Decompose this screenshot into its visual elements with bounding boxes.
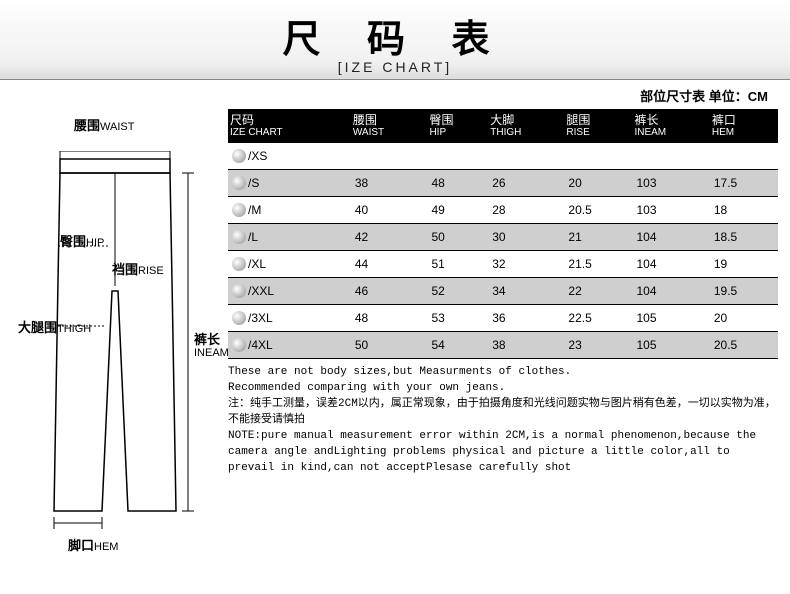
column-header: 大脚THIGH: [488, 109, 564, 143]
value-cell: [710, 143, 778, 170]
value-cell: 105: [632, 332, 709, 359]
value-cell: 22.5: [564, 305, 632, 332]
size-dot-icon: [232, 311, 246, 325]
size-dot-icon: [232, 176, 246, 190]
value-cell: 48: [427, 170, 488, 197]
value-cell: 40: [351, 197, 428, 224]
table-row: /3XL48533622.510520: [228, 305, 778, 332]
value-cell: 42: [351, 224, 428, 251]
note-line: 注：纯手工测量，误差2CM以内，属正常现象，由于拍摄角度和光线问题实物与图片稍有…: [228, 397, 778, 429]
size-dot-icon: [232, 257, 246, 271]
table-row: /XXL4652342210419.5: [228, 278, 778, 305]
table-row: /L4250302110418.5: [228, 224, 778, 251]
pants-diagram: 腰围WAIST 臀围HIP 裆围RISE 大腿围THIGH 裤长INEAM 脚口…: [12, 109, 222, 539]
value-cell: 38: [488, 332, 564, 359]
notes-block: These are not body sizes,but Measurments…: [228, 365, 778, 477]
size-cell: /L: [228, 224, 351, 251]
title-en: [IZE CHART]: [0, 59, 790, 75]
note-line: NOTE:pure manual measurement error withi…: [228, 429, 778, 477]
value-cell: 50: [351, 332, 428, 359]
size-cell: /XL: [228, 251, 351, 278]
value-cell: 20.5: [710, 332, 778, 359]
value-cell: 28: [488, 197, 564, 224]
note-line: These are not body sizes,but Measurments…: [228, 365, 778, 381]
value-cell: 23: [564, 332, 632, 359]
subtitle: 部位尺寸表 单位：CM: [0, 80, 790, 109]
label-inseam: 裤长INEAM: [194, 333, 229, 359]
value-cell: 26: [488, 170, 564, 197]
pants-svg: [40, 151, 200, 531]
size-dot-icon: [232, 203, 246, 217]
value-cell: 103: [632, 170, 709, 197]
size-dot-icon: [232, 284, 246, 298]
size-cell: /XS: [228, 143, 351, 170]
column-header: 裤长INEAM: [632, 109, 709, 143]
value-cell: 20: [710, 305, 778, 332]
page-header: 尺 码 表 [IZE CHART]: [0, 0, 790, 80]
value-cell: 52: [427, 278, 488, 305]
value-cell: 104: [632, 251, 709, 278]
size-cell: /3XL: [228, 305, 351, 332]
value-cell: 50: [427, 224, 488, 251]
label-hip: 臀围HIP: [60, 235, 104, 249]
size-cell: /S: [228, 170, 351, 197]
value-cell: 105: [632, 305, 709, 332]
value-cell: [351, 143, 428, 170]
table-row: /XL44513221.510419: [228, 251, 778, 278]
value-cell: 53: [427, 305, 488, 332]
value-cell: 44: [351, 251, 428, 278]
value-cell: 104: [632, 224, 709, 251]
column-header: 臀围HIP: [427, 109, 488, 143]
label-thigh: 大腿围THIGH: [18, 321, 91, 335]
size-dot-icon: [232, 338, 246, 352]
value-cell: [632, 143, 709, 170]
value-cell: 19: [710, 251, 778, 278]
value-cell: 18: [710, 197, 778, 224]
size-table: 尺码IZE CHART腰围WAIST臀围HIP大脚THIGH腿围RISE裤长IN…: [228, 109, 778, 359]
label-rise: 裆围RISE: [112, 263, 164, 277]
value-cell: 18.5: [710, 224, 778, 251]
value-cell: 32: [488, 251, 564, 278]
value-cell: 19.5: [710, 278, 778, 305]
size-cell: /4XL: [228, 332, 351, 359]
label-waist: 腰围WAIST: [74, 119, 134, 133]
size-cell: /M: [228, 197, 351, 224]
column-header: 腿围RISE: [564, 109, 632, 143]
value-cell: 34: [488, 278, 564, 305]
value-cell: 17.5: [710, 170, 778, 197]
value-cell: 21.5: [564, 251, 632, 278]
table-row: /XS: [228, 143, 778, 170]
value-cell: 22: [564, 278, 632, 305]
size-cell: /XXL: [228, 278, 351, 305]
note-line: Recommended comparing with your own jean…: [228, 381, 778, 397]
column-header: 裤口HEM: [710, 109, 778, 143]
column-header: 腰围WAIST: [351, 109, 428, 143]
value-cell: [564, 143, 632, 170]
value-cell: 21: [564, 224, 632, 251]
value-cell: 38: [351, 170, 428, 197]
value-cell: [488, 143, 564, 170]
size-dot-icon: [232, 230, 246, 244]
table-row: /4XL5054382310520.5: [228, 332, 778, 359]
value-cell: 103: [632, 197, 709, 224]
value-cell: 46: [351, 278, 428, 305]
value-cell: [427, 143, 488, 170]
title-cn: 尺 码 表: [0, 8, 790, 63]
size-dot-icon: [232, 149, 246, 163]
table-row: /M40492820.510318: [228, 197, 778, 224]
value-cell: 30: [488, 224, 564, 251]
value-cell: 104: [632, 278, 709, 305]
label-hem: 脚口HEM: [68, 539, 118, 553]
value-cell: 20.5: [564, 197, 632, 224]
value-cell: 20: [564, 170, 632, 197]
table-row: /S3848262010317.5: [228, 170, 778, 197]
value-cell: 54: [427, 332, 488, 359]
column-header: 尺码IZE CHART: [228, 109, 351, 143]
value-cell: 48: [351, 305, 428, 332]
value-cell: 49: [427, 197, 488, 224]
value-cell: 36: [488, 305, 564, 332]
value-cell: 51: [427, 251, 488, 278]
